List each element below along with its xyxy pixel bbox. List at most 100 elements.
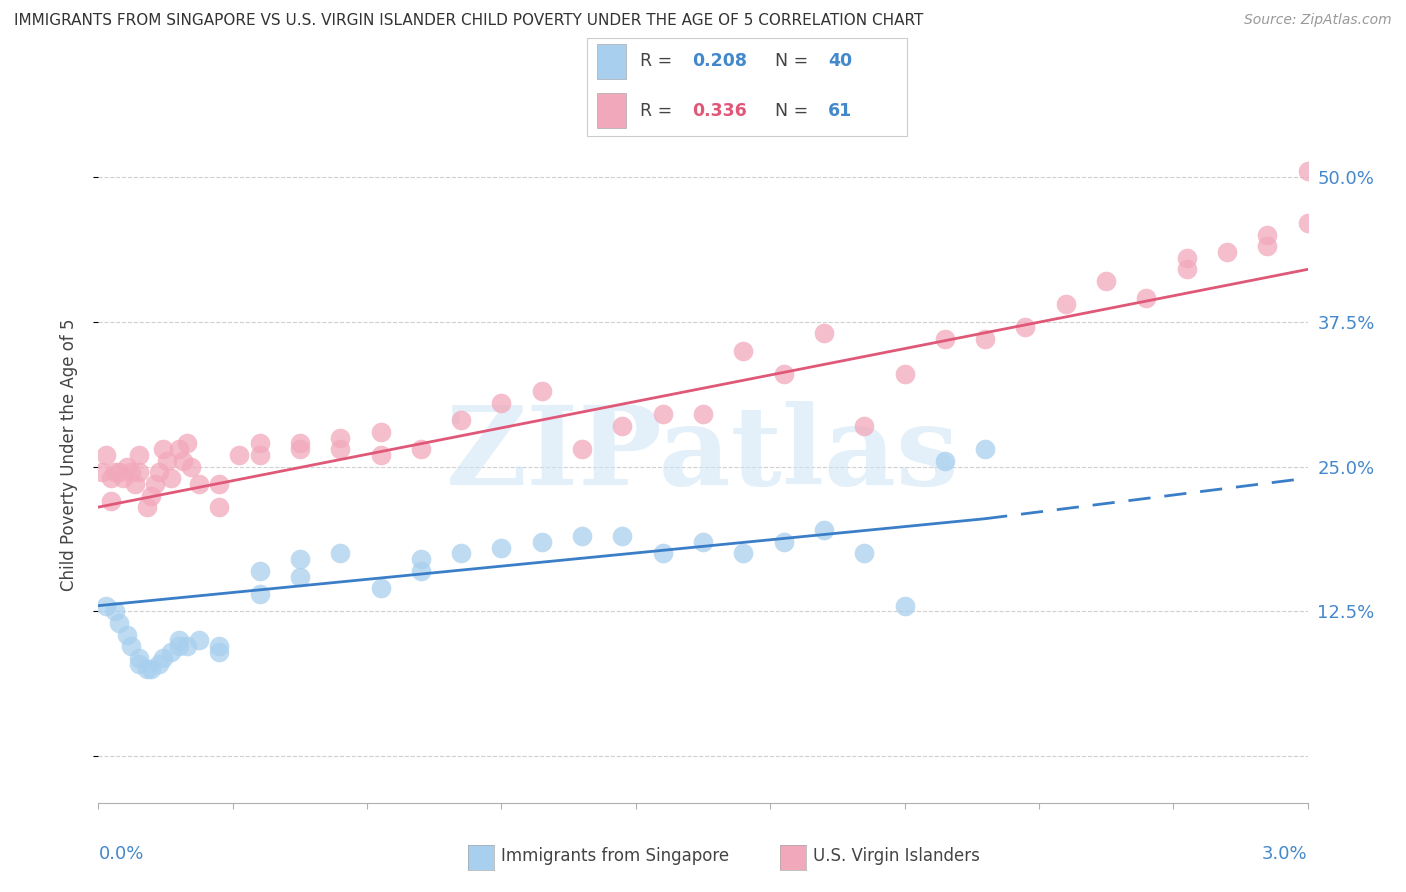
Point xyxy=(115,459,138,474)
Point xyxy=(148,466,170,480)
Point xyxy=(111,471,134,485)
Point xyxy=(1296,164,1319,178)
Text: 3.0%: 3.0% xyxy=(1263,845,1308,863)
Point xyxy=(450,413,472,427)
Point xyxy=(1014,320,1036,334)
Point xyxy=(1095,274,1118,288)
Point xyxy=(228,448,250,462)
Point xyxy=(167,442,190,457)
Point xyxy=(692,407,714,422)
Point xyxy=(115,628,138,642)
Point xyxy=(409,442,432,457)
Point xyxy=(530,534,553,549)
Point xyxy=(176,639,198,653)
Text: 0.0%: 0.0% xyxy=(98,845,143,863)
Point xyxy=(120,639,142,653)
Point xyxy=(370,448,392,462)
Point xyxy=(100,471,122,485)
Point xyxy=(135,662,157,677)
Point xyxy=(208,476,231,491)
Point xyxy=(530,384,553,398)
Point xyxy=(249,448,271,462)
Point xyxy=(107,466,129,480)
Text: Immigrants from Singapore: Immigrants from Singapore xyxy=(501,847,728,865)
Point xyxy=(934,332,956,346)
Point xyxy=(651,546,673,561)
Point xyxy=(1135,291,1157,305)
Text: 40: 40 xyxy=(828,53,852,70)
Point xyxy=(103,466,125,480)
Point xyxy=(128,466,150,480)
Point xyxy=(128,651,150,665)
Point xyxy=(813,523,835,537)
Point xyxy=(124,476,146,491)
Point xyxy=(176,436,198,450)
Text: N =: N = xyxy=(775,53,814,70)
Point xyxy=(692,534,714,549)
Point xyxy=(1256,239,1278,253)
Point xyxy=(208,645,231,659)
Point xyxy=(172,453,194,467)
Point xyxy=(571,529,593,543)
Text: 0.336: 0.336 xyxy=(693,102,747,120)
Point xyxy=(1256,227,1278,242)
FancyBboxPatch shape xyxy=(596,93,627,128)
Point xyxy=(249,436,271,450)
Point xyxy=(934,453,956,467)
Point xyxy=(733,343,755,358)
Point xyxy=(288,442,311,457)
Point xyxy=(288,436,311,450)
Point xyxy=(370,582,392,596)
Point xyxy=(772,367,794,381)
Text: R =: R = xyxy=(640,53,678,70)
Point xyxy=(143,476,166,491)
Point xyxy=(139,662,162,677)
Point xyxy=(612,419,634,434)
Point xyxy=(612,529,634,543)
Text: ZIPatlas: ZIPatlas xyxy=(446,401,960,508)
Point xyxy=(893,599,915,613)
Text: U.S. Virgin Islanders: U.S. Virgin Islanders xyxy=(813,847,980,865)
Point xyxy=(571,442,593,457)
Point xyxy=(1296,216,1319,230)
Point xyxy=(128,448,150,462)
Point xyxy=(120,466,142,480)
Text: IMMIGRANTS FROM SINGAPORE VS U.S. VIRGIN ISLANDER CHILD POVERTY UNDER THE AGE OF: IMMIGRANTS FROM SINGAPORE VS U.S. VIRGIN… xyxy=(14,13,924,29)
Point xyxy=(329,442,352,457)
Text: 0.208: 0.208 xyxy=(693,53,748,70)
Point xyxy=(152,442,174,457)
Text: R =: R = xyxy=(640,102,678,120)
Point xyxy=(100,494,122,508)
Point xyxy=(491,396,513,410)
Point xyxy=(288,552,311,566)
Point xyxy=(329,431,352,445)
Point xyxy=(409,564,432,578)
Point xyxy=(733,546,755,561)
FancyBboxPatch shape xyxy=(586,37,907,136)
Point xyxy=(180,459,202,474)
Point xyxy=(91,466,114,480)
Point xyxy=(103,605,125,619)
Point xyxy=(96,448,118,462)
Point xyxy=(167,633,190,648)
Point xyxy=(450,546,472,561)
Point xyxy=(974,442,997,457)
Point xyxy=(288,570,311,584)
Y-axis label: Child Poverty Under the Age of 5: Child Poverty Under the Age of 5 xyxy=(59,318,77,591)
Point xyxy=(152,651,174,665)
Point xyxy=(491,541,513,555)
Point xyxy=(1175,262,1198,277)
Point xyxy=(148,657,170,671)
Point xyxy=(208,500,231,514)
Text: Source: ZipAtlas.com: Source: ZipAtlas.com xyxy=(1244,13,1392,28)
Point xyxy=(813,326,835,341)
Point xyxy=(853,546,876,561)
Point xyxy=(409,552,432,566)
Point xyxy=(1216,244,1239,259)
Point xyxy=(135,500,157,514)
Point xyxy=(160,471,183,485)
Point xyxy=(156,453,179,467)
Point xyxy=(370,425,392,439)
Point xyxy=(160,645,183,659)
Point xyxy=(188,633,211,648)
